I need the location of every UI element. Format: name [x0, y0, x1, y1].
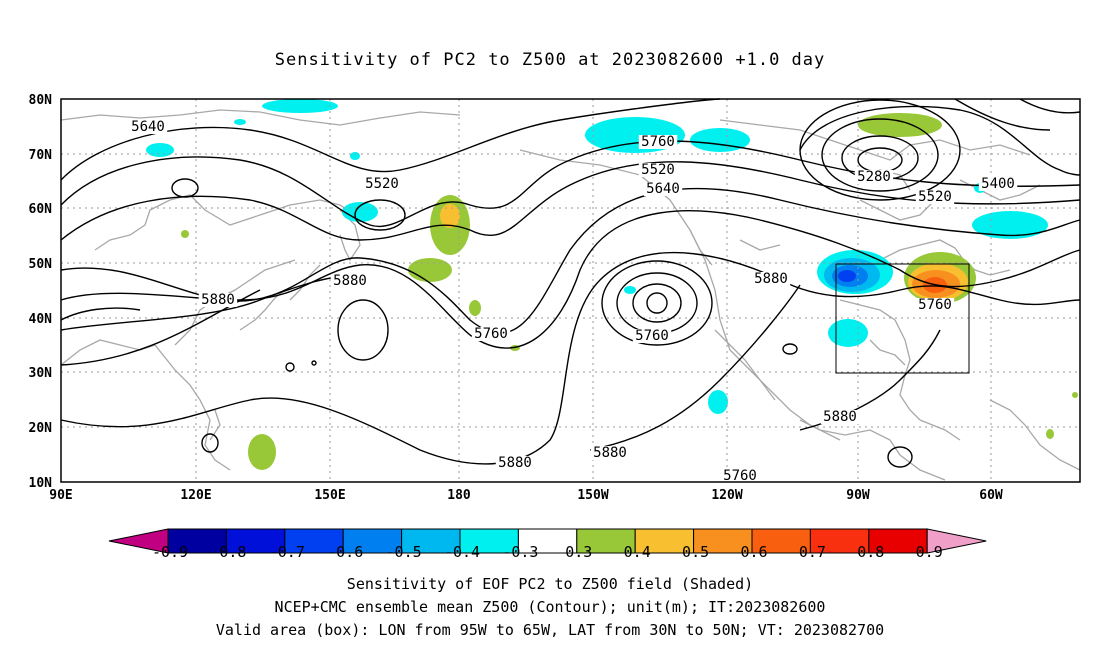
colorbar-label: -0.9: [152, 543, 188, 561]
colorbar-label: -0.5: [386, 543, 422, 561]
colorbar-label: 0.3: [565, 543, 592, 561]
lon-tick-label: 90E: [49, 488, 72, 503]
lon-tick-label: 120W: [711, 488, 742, 503]
contour-label: 5880: [754, 271, 788, 287]
colorbar-swatch: [634, 528, 695, 554]
contour-label: 5520: [918, 189, 952, 205]
contour-label: 5880: [201, 292, 235, 308]
lon-tick-label: 120E: [180, 488, 211, 503]
colorbar-swatch: [459, 528, 519, 554]
graticule: [61, 99, 1080, 482]
lat-tick-label: 50N: [29, 257, 53, 272]
colorbar-label: -0.7: [269, 543, 305, 561]
colorbar: -0.9 -0.8 -0.7 -0.6 -0.5 -0.4 -0.3 0.3 0.4 0.5 0.6…: [108, 528, 987, 561]
contour-label: 5880: [593, 445, 627, 461]
lat-tick-label: 80N: [29, 93, 53, 108]
colorbar-swatch: [868, 528, 928, 554]
lon-tick-label: 60W: [979, 488, 1003, 503]
lat-tick-label: 70N: [29, 148, 53, 163]
lon-tick-label: 180: [447, 488, 471, 503]
valid-area-box: [835, 263, 970, 374]
colorbar-swatch: [809, 528, 870, 554]
lon-tick-label: 90W: [846, 488, 870, 503]
lat-tick-label: 60N: [29, 202, 53, 217]
colorbar-label: 0.8: [857, 543, 884, 561]
contour-label: 5760: [918, 297, 952, 313]
plot-frame: [60, 98, 1081, 483]
contour-label: 5760: [641, 134, 675, 150]
latitude-ticks: 80N 70N 60N 50N 40N 30N 20N 10N: [29, 93, 53, 491]
footer-line-1: Sensitivity of EOF PC2 to Z500 field (Sh…: [346, 575, 754, 593]
lon-tick-label: 150E: [314, 488, 345, 503]
footer-line-3: Valid area (box): LON from 95W to 65W, L…: [215, 621, 885, 639]
colorbar-swatch: [284, 528, 344, 554]
longitude-ticks: 90E 120E 150E 180 150W 120W 90W 60W: [49, 488, 1003, 503]
contour-label: 5280: [857, 169, 891, 185]
contour-label: 5640: [131, 119, 165, 135]
contour-label: 5760: [635, 328, 669, 344]
lat-tick-label: 10N: [29, 476, 53, 491]
colorbar-right-arrow: [926, 528, 987, 554]
contour-label: 5520: [365, 176, 399, 192]
contour-label: 5880: [333, 273, 367, 289]
contour-label: 5880: [498, 455, 532, 471]
colorbar-label: -0.6: [327, 543, 363, 561]
lat-tick-label: 30N: [29, 366, 53, 381]
contour-label: 5880: [823, 409, 857, 425]
lat-tick-label: 20N: [29, 421, 53, 436]
colorbar-swatch: [225, 528, 286, 554]
lon-tick-label: 150W: [577, 488, 608, 503]
colorbar-swatch: [751, 528, 811, 554]
contour-label: 5520: [641, 162, 675, 178]
colorbar-label: 0.7: [799, 543, 826, 561]
colorbar-label: 0.4: [624, 543, 651, 561]
shaded-sensitivity: [146, 99, 1078, 470]
contour-label: 5760: [723, 468, 757, 484]
colorbar-label: -0.8: [210, 543, 246, 561]
contour-label: 5640: [646, 181, 680, 197]
colorbar-swatch: [517, 528, 578, 554]
contour-labels: 5640 5520 5760 5880 5880 5760 5520 5640 5760 5760…: [128, 119, 1018, 484]
colorbar-label: -0.4: [444, 543, 480, 561]
contour-label: 5400: [981, 176, 1015, 192]
footer-line-2: NCEP+CMC ensemble mean Z500 (Contour); u…: [274, 598, 826, 616]
map-title: Sensitivity of PC2 to Z500 at 2023082600…: [274, 50, 826, 70]
colorbar-label: 0.6: [740, 543, 767, 561]
colorbar-label: 0.9: [916, 543, 943, 561]
colorbar-label: -0.3: [502, 543, 538, 561]
colorbar-label: 0.5: [682, 543, 709, 561]
lat-tick-label: 40N: [29, 312, 53, 327]
contour-label: 5760: [474, 326, 508, 342]
colorbar-swatch: [401, 528, 461, 554]
